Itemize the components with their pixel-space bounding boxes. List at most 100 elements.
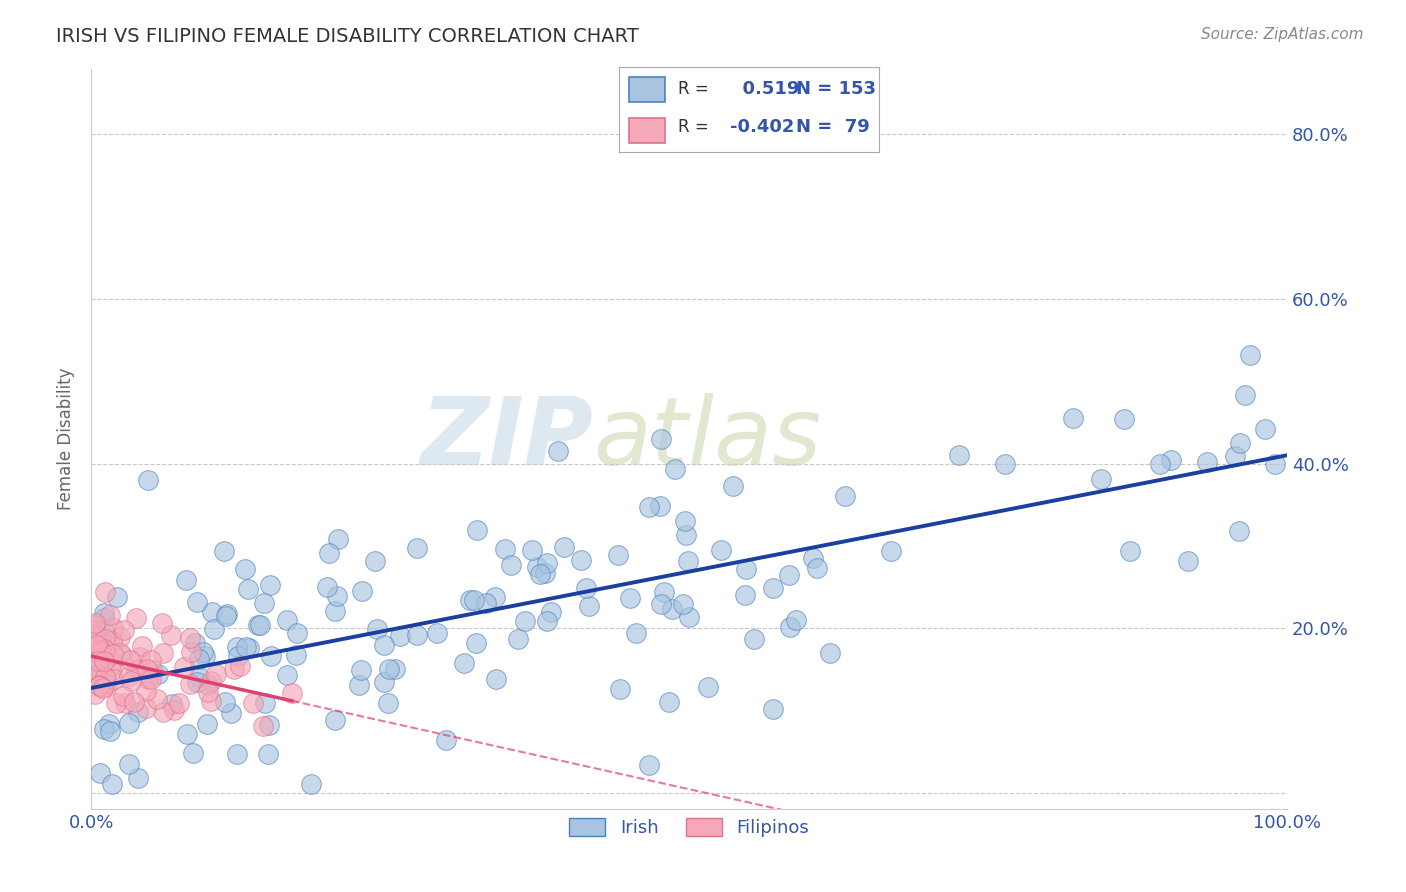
Point (87, 660, 110, 674)
Point (226, 649, 249, 664)
Point (259, 718, 281, 732)
Point (101, 663, 124, 677)
Point (475, 596, 498, 610)
Point (135, 701, 157, 715)
Point (84, 618, 107, 632)
Point (179, 631, 201, 645)
Point (323, 713, 346, 727)
Text: N =  79: N = 79 (796, 119, 869, 136)
Point (180, 645, 202, 659)
Point (197, 685, 219, 699)
Point (533, 566, 555, 581)
Point (742, 632, 765, 646)
Point (260, 648, 283, 663)
Point (661, 602, 683, 616)
Point (484, 591, 506, 605)
Point (173, 660, 195, 674)
Point (547, 444, 569, 458)
Point (186, 594, 208, 608)
Point (696, 680, 718, 694)
Point (785, 613, 807, 627)
Point (299, 777, 322, 791)
Point (238, 582, 260, 596)
Point (112, 623, 135, 637)
Point (464, 636, 486, 650)
Text: IRISH VS FILIPINO FEMALE DISABILITY CORRELATION CHART: IRISH VS FILIPINO FEMALE DISABILITY CORR… (56, 27, 638, 45)
Point (97, 651, 120, 665)
Point (101, 777, 124, 791)
Point (529, 566, 551, 581)
Point (91, 642, 114, 657)
Point (93, 654, 115, 668)
Point (389, 630, 412, 644)
FancyBboxPatch shape (628, 77, 665, 103)
Point (948, 448, 970, 462)
Point (105, 696, 128, 710)
Point (215, 607, 238, 621)
Text: R =: R = (679, 80, 709, 98)
Point (84, 668, 107, 682)
Point (1233, 388, 1256, 402)
Point (405, 541, 427, 556)
Point (139, 652, 162, 666)
Point (176, 727, 198, 741)
Text: R =: R = (679, 119, 709, 136)
Point (225, 747, 247, 761)
Point (118, 716, 141, 731)
Point (1149, 457, 1171, 471)
Point (779, 620, 801, 634)
Point (135, 663, 157, 677)
Point (326, 589, 349, 603)
Point (214, 696, 236, 710)
Point (735, 561, 758, 575)
Point (112, 690, 135, 704)
Point (200, 674, 222, 689)
Point (1229, 436, 1251, 450)
Point (83, 645, 105, 659)
Point (118, 669, 141, 683)
FancyBboxPatch shape (628, 118, 665, 143)
Point (93, 632, 115, 646)
Point (284, 648, 307, 662)
Point (83, 666, 105, 681)
Point (1177, 553, 1199, 567)
Point (162, 697, 184, 711)
Point (98, 634, 121, 648)
Point (160, 628, 183, 642)
Point (187, 652, 209, 666)
Point (201, 605, 224, 619)
Point (187, 670, 209, 684)
Point (575, 582, 598, 596)
Point (202, 622, 225, 636)
Point (315, 581, 337, 595)
Point (463, 593, 485, 607)
Point (1119, 543, 1142, 558)
Point (276, 613, 298, 627)
Point (219, 706, 242, 721)
Point (128, 662, 150, 676)
Point (100, 633, 122, 648)
Point (139, 673, 162, 687)
Point (276, 667, 298, 681)
Point (215, 609, 238, 624)
Point (1090, 472, 1112, 486)
Point (820, 646, 842, 660)
Point (721, 478, 744, 492)
Point (247, 618, 270, 632)
Point (657, 695, 679, 709)
Point (880, 543, 903, 558)
Point (678, 609, 700, 624)
Point (364, 553, 387, 567)
Legend: Irish, Filipinos: Irish, Filipinos (562, 811, 815, 845)
Point (82, 638, 104, 652)
Point (540, 605, 562, 619)
Point (1062, 410, 1084, 425)
Point (259, 578, 281, 592)
Point (672, 597, 695, 611)
Point (226, 640, 249, 654)
Point (94, 644, 117, 658)
Point (650, 432, 672, 446)
Point (200, 694, 222, 708)
Point (734, 589, 756, 603)
Point (526, 559, 548, 574)
